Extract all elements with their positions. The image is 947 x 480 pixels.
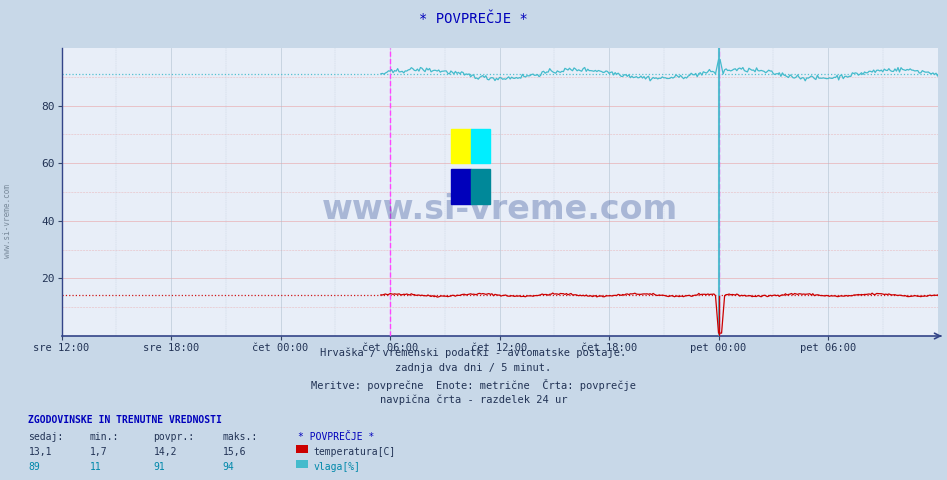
Text: www.si-vreme.com: www.si-vreme.com bbox=[321, 193, 678, 226]
Text: zadnja dva dni / 5 minut.: zadnja dva dni / 5 minut. bbox=[396, 363, 551, 373]
Text: 94: 94 bbox=[223, 462, 234, 472]
Text: 15,6: 15,6 bbox=[223, 447, 246, 457]
Text: www.si-vreme.com: www.si-vreme.com bbox=[3, 184, 12, 258]
Text: sedaj:: sedaj: bbox=[28, 432, 63, 442]
Text: vlaga[%]: vlaga[%] bbox=[313, 462, 361, 472]
Text: 89: 89 bbox=[28, 462, 40, 472]
Text: povpr.:: povpr.: bbox=[153, 432, 194, 442]
Text: Meritve: povprečne  Enote: metrične  Črta: povprečje: Meritve: povprečne Enote: metrične Črta:… bbox=[311, 379, 636, 391]
Text: min.:: min.: bbox=[90, 432, 119, 442]
Text: 13,1: 13,1 bbox=[28, 447, 52, 457]
Text: Hrvaška / vremenski podatki - avtomatske postaje.: Hrvaška / vremenski podatki - avtomatske… bbox=[320, 348, 627, 359]
Text: * POVPREČJE *: * POVPREČJE * bbox=[298, 432, 375, 442]
Text: 14,2: 14,2 bbox=[153, 447, 177, 457]
Text: navpična črta - razdelek 24 ur: navpična črta - razdelek 24 ur bbox=[380, 394, 567, 405]
Text: 91: 91 bbox=[153, 462, 165, 472]
Bar bbox=[452, 169, 471, 204]
Text: temperatura[C]: temperatura[C] bbox=[313, 447, 396, 457]
Bar bbox=[471, 129, 490, 163]
Text: * POVPREČJE *: * POVPREČJE * bbox=[420, 12, 527, 26]
Text: maks.:: maks.: bbox=[223, 432, 258, 442]
Bar bbox=[452, 129, 471, 163]
Text: 11: 11 bbox=[90, 462, 101, 472]
Bar bbox=[471, 169, 490, 204]
Text: ZGODOVINSKE IN TRENUTNE VREDNOSTI: ZGODOVINSKE IN TRENUTNE VREDNOSTI bbox=[28, 415, 223, 425]
Text: 1,7: 1,7 bbox=[90, 447, 108, 457]
